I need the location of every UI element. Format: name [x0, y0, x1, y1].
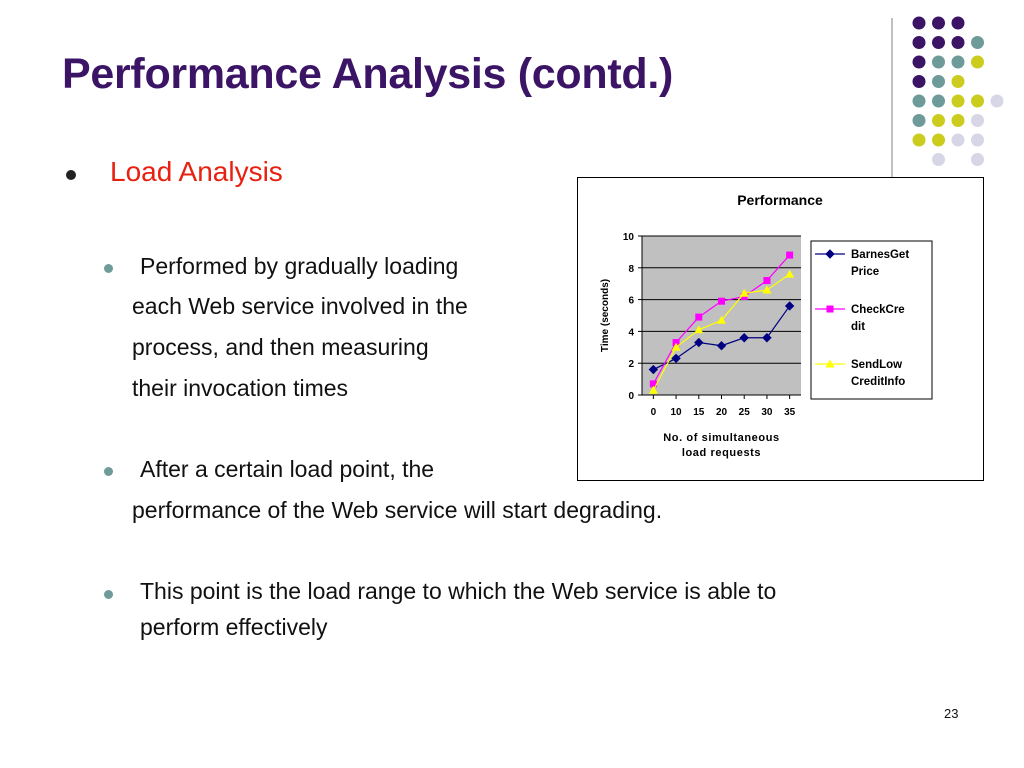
legend-box: [810, 240, 933, 400]
x-axis-label: No. of simultaneous: [663, 432, 780, 444]
decorative-dot: [971, 94, 984, 108]
chart-container: Performance 0 2 4 6 8 10 0 10 15 20 25 30 35 No. of si…: [577, 177, 984, 481]
x-tick-label: 25: [739, 407, 751, 418]
y-tick-label: 4: [628, 327, 634, 338]
body-line: their invocation times: [132, 375, 349, 401]
data-point: [671, 342, 681, 351]
data-point: [694, 325, 704, 334]
data-point: [785, 269, 795, 278]
y-axis-label: Time (seconds): [600, 279, 611, 352]
decorative-dot: [951, 114, 965, 127]
decorative-dot: [912, 36, 926, 49]
decorative-dot: [971, 55, 984, 69]
body-line: After a certain load point, the: [140, 456, 435, 482]
y-tick-label: 0: [628, 391, 634, 402]
body-line: each Web service involved in the: [132, 293, 468, 319]
x-tick-label: 10: [671, 407, 683, 418]
legend-label: dit: [851, 321, 865, 333]
decorative-dot: [932, 153, 945, 166]
y-tick-label: 8: [628, 264, 634, 275]
body-line: Performed by gradually loading: [140, 253, 459, 279]
y-tick-label: 6: [628, 296, 634, 307]
data-point: [672, 339, 680, 347]
data-point: [694, 337, 704, 348]
decorative-dot: [912, 16, 926, 30]
data-point: [739, 288, 749, 297]
decorative-dot: [932, 36, 945, 49]
decorative-dot: [971, 36, 984, 49]
legend-marker: [825, 249, 835, 259]
decorative-dot-grid: [912, 16, 1004, 166]
decorative-dot: [971, 133, 984, 147]
body-line: perform effectively: [140, 614, 328, 640]
decorative-dot: [990, 94, 1004, 108]
y-tick-label: 10: [623, 232, 635, 243]
decorative-dot: [932, 55, 945, 69]
decorative-dot: [951, 94, 965, 108]
data-point: [718, 297, 725, 305]
legend-label: Price: [851, 266, 879, 278]
chart-title: Performance: [737, 192, 823, 208]
data-point: [784, 301, 795, 311]
data-point: [762, 285, 772, 294]
section-heading: Load Analysis: [110, 156, 283, 187]
data-point: [762, 333, 772, 343]
data-point: [717, 315, 726, 324]
data-point: [648, 364, 659, 375]
decorative-dot: [932, 94, 945, 108]
decorative-dot: [951, 55, 965, 69]
sub-bullet-dot: [104, 590, 113, 599]
legend-marker: [826, 305, 834, 313]
data-point: [739, 333, 749, 343]
body-line: process, and then measuring: [132, 334, 429, 360]
decorative-dot: [932, 133, 945, 147]
legend-label: BarnesGet: [851, 249, 909, 261]
decorative-dot: [932, 16, 945, 30]
legend-label: SendLow: [851, 359, 902, 371]
x-tick-label: 15: [693, 407, 705, 418]
decorative-dot: [912, 94, 926, 108]
decorative-dot: [951, 75, 965, 88]
decorative-dot: [912, 55, 926, 69]
decorative-dot: [912, 133, 926, 147]
x-tick-label: 35: [784, 407, 796, 418]
decorative-dot: [932, 75, 945, 88]
sub-bullet-dot: [104, 467, 113, 476]
legend-label: CreditInfo: [851, 376, 905, 388]
bullet-dot: [66, 170, 76, 180]
data-point: [763, 277, 771, 285]
x-tick-label: 0: [651, 407, 657, 418]
data-point: [695, 313, 703, 321]
decorative-dot: [951, 16, 965, 30]
data-point: [648, 385, 658, 394]
decorative-dot: [912, 75, 926, 88]
page-number: 23: [944, 706, 959, 721]
body-line: performance of the Web service will star…: [132, 497, 663, 523]
decorative-dot: [971, 114, 984, 127]
performance-chart: Performance 0 2 4 6 8 10 0 10 15 20 25 30 35 No. of si…: [600, 192, 933, 459]
x-tick-label: 20: [716, 407, 728, 418]
x-axis-label: load requests: [682, 447, 761, 459]
legend-label: CheckCre: [851, 304, 905, 316]
slide-title: Performance Analysis (contd.): [62, 50, 673, 98]
body-line: This point is the load range to which th…: [140, 578, 777, 604]
x-tick-label: 30: [761, 407, 773, 418]
decorative-dot: [971, 153, 984, 166]
data-point: [671, 353, 681, 364]
decorative-dot: [951, 133, 965, 147]
sub-bullet-dot: [104, 264, 113, 273]
plot-area: [642, 236, 801, 395]
y-tick-label: 2: [628, 359, 634, 370]
decorative-divider: [891, 18, 893, 180]
decorative-dot: [932, 114, 945, 127]
data-point: [786, 251, 794, 259]
data-point: [649, 380, 657, 388]
data-point: [716, 341, 727, 351]
legend-marker: [825, 359, 835, 368]
decorative-dot: [951, 36, 965, 49]
decorative-dot: [912, 114, 926, 127]
